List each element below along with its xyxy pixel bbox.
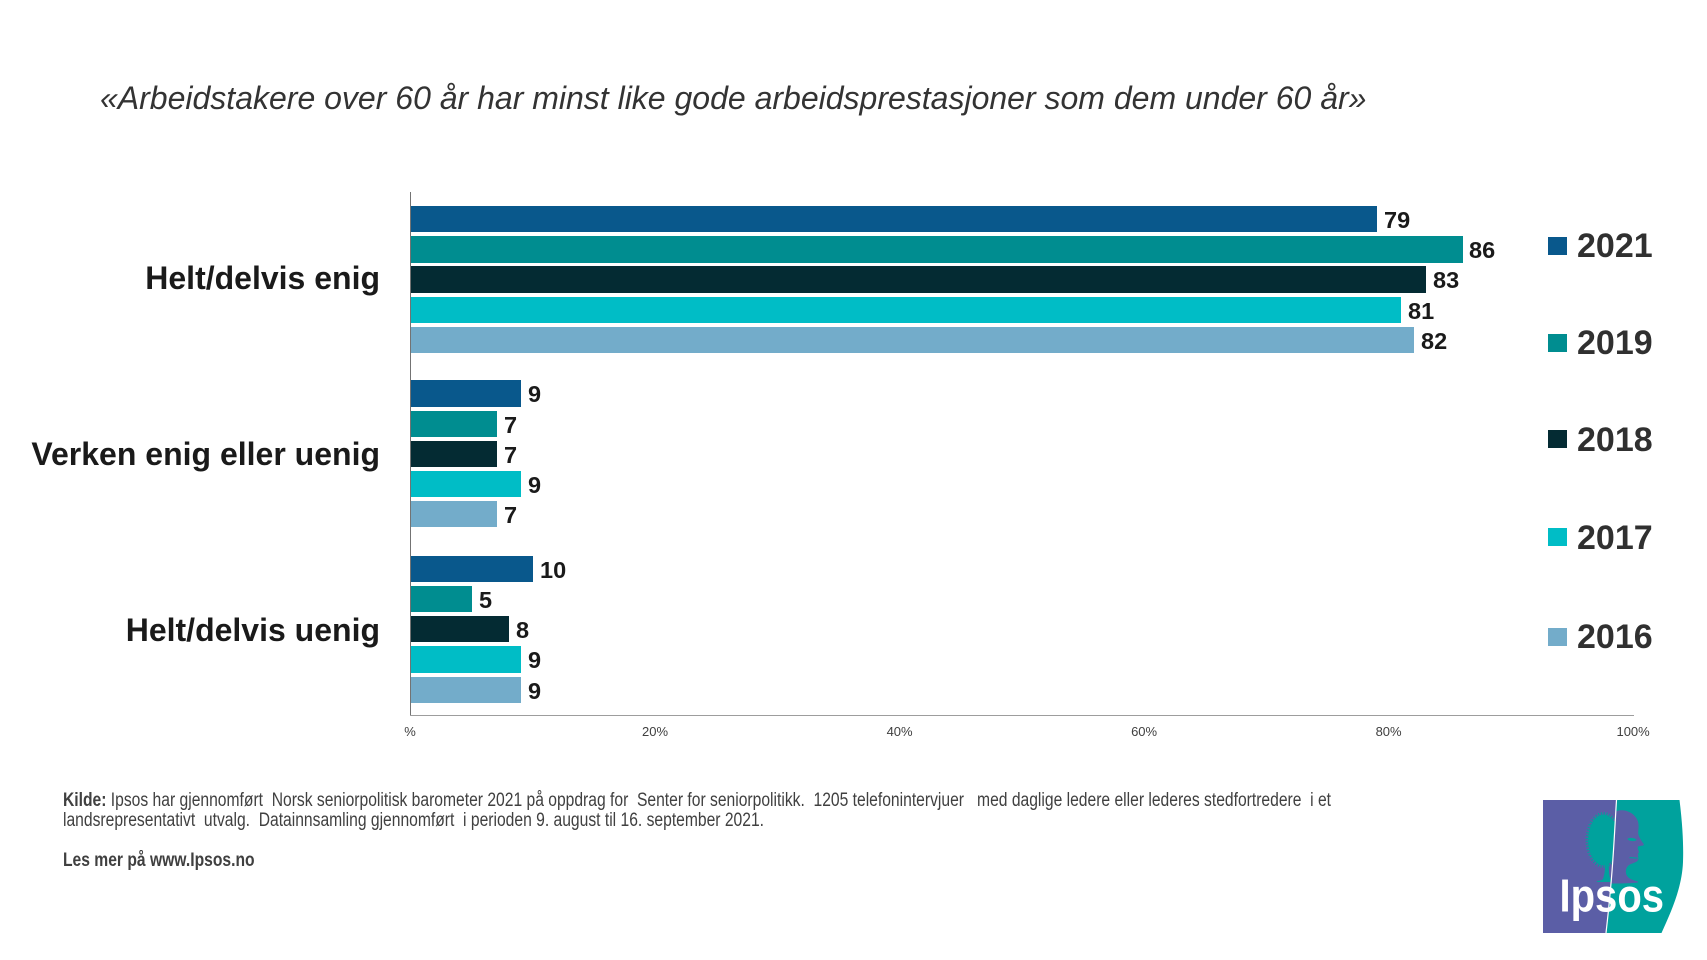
svg-text:Ipsos: Ipsos [1559,871,1664,922]
